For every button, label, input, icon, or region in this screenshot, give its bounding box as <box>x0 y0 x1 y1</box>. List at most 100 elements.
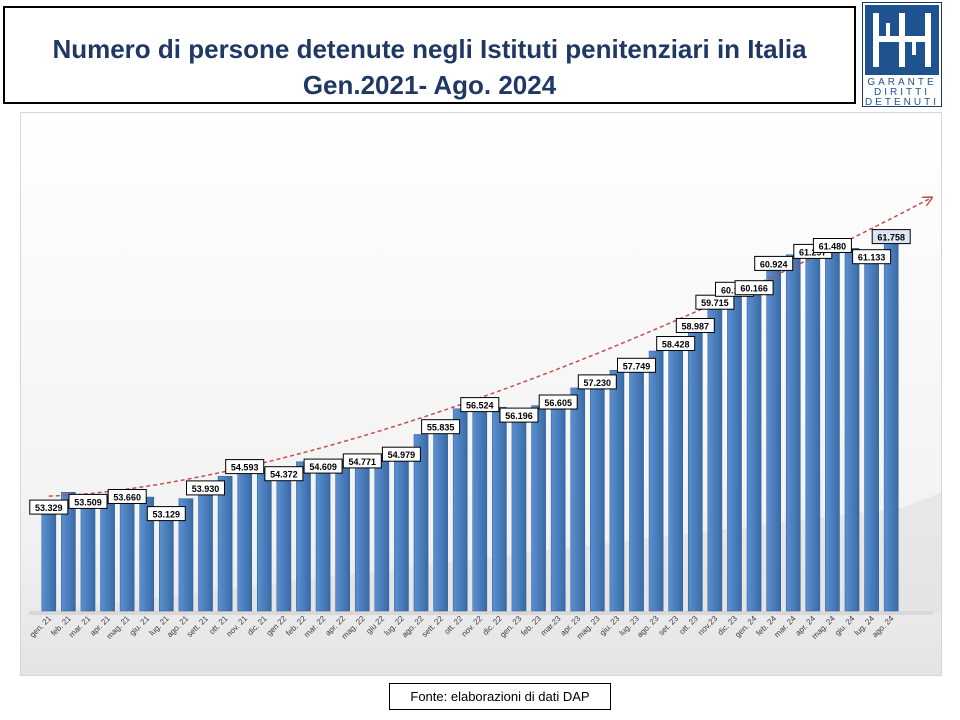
data-label-box <box>695 294 735 310</box>
logo-text-line1: GARANTE <box>867 77 937 88</box>
bar <box>80 498 96 612</box>
bar <box>648 350 664 612</box>
bar <box>609 370 625 612</box>
bar <box>354 457 370 612</box>
logo-text-line2: DIRITTI <box>874 87 930 98</box>
bar <box>119 493 135 612</box>
data-label-text: 54.979 <box>388 450 416 460</box>
data-label-box <box>617 357 656 373</box>
data-label-text: 55.835 <box>427 423 455 433</box>
data-label: 58.428 <box>656 336 696 351</box>
data-label-text: 54.771 <box>349 457 377 467</box>
data-label-text: 60.924 <box>760 259 788 269</box>
bar <box>883 233 899 612</box>
data-label-text: 56.524 <box>466 401 494 411</box>
data-label-box <box>812 238 852 253</box>
data-label-box <box>186 480 225 496</box>
bar <box>727 286 742 612</box>
data-label: 53.129 <box>146 506 186 522</box>
data-label-text: 53.329 <box>35 503 63 513</box>
bar <box>198 484 213 612</box>
bar <box>825 242 840 612</box>
data-label: 57.230 <box>577 374 617 390</box>
data-label-box <box>656 336 696 351</box>
bar <box>550 398 566 612</box>
chart-title: Numero di persone detenute negli Istitut… <box>52 34 807 64</box>
data-label-text: 56.196 <box>505 411 533 421</box>
data-label: 59.715 <box>695 294 735 310</box>
bar <box>511 411 527 612</box>
bar <box>531 405 546 612</box>
bar <box>139 496 155 612</box>
source-note: Fonte: elaborazioni di dati DAP <box>389 683 611 710</box>
data-label: 53.509 <box>68 493 108 509</box>
bar <box>570 387 586 612</box>
data-label-text: 56.605 <box>544 398 572 408</box>
bar-chart: 53.329 53.509 53.660 53.129 53.930 54.593 54.3… <box>21 113 941 675</box>
bar <box>41 503 57 612</box>
data-label-text: 60.116 <box>721 285 748 295</box>
garante-logo: GARANTE DIRITTI DETENUTI <box>862 2 942 108</box>
data-label-text: 58.428 <box>662 340 690 350</box>
bar <box>413 434 429 612</box>
data-label-box <box>499 407 539 423</box>
data-label: 53.930 <box>186 480 225 496</box>
data-label-text: 61.480 <box>819 242 847 252</box>
data-label-text: 61.133 <box>858 253 886 263</box>
bar <box>629 362 644 612</box>
bar <box>805 248 821 612</box>
data-label-text: 60.166 <box>740 284 768 294</box>
data-label-text: 57.230 <box>584 378 612 388</box>
data-label-text: 53.930 <box>192 484 220 494</box>
bar <box>864 253 879 612</box>
bar <box>668 340 684 612</box>
data-label: 56.605 <box>538 394 578 410</box>
data-label-box <box>538 394 578 410</box>
data-label-box <box>577 374 617 390</box>
data-label-text: 54.372 <box>270 470 298 480</box>
data-label-text: 53.509 <box>74 497 102 507</box>
data-label: 60.166 <box>734 280 774 296</box>
bar <box>237 463 253 612</box>
data-label-box <box>68 493 108 509</box>
bar <box>217 475 233 612</box>
data-label: 53.660 <box>107 489 147 504</box>
logo-mark-icon <box>865 5 939 75</box>
bar <box>256 467 272 612</box>
data-label: 54.771 <box>342 453 382 469</box>
bar <box>766 260 781 612</box>
data-label-box <box>264 466 304 482</box>
data-label: 57.749 <box>617 357 656 373</box>
data-label-text: 58.987 <box>682 322 710 332</box>
data-label-text: 54.593 <box>231 463 259 473</box>
bar <box>100 495 115 612</box>
data-label-box <box>146 506 186 522</box>
data-label-box <box>754 255 794 271</box>
bar <box>296 461 311 612</box>
data-label-box <box>381 446 421 462</box>
bar <box>315 462 331 612</box>
data-label: 60.924 <box>754 255 794 271</box>
bar <box>394 450 409 612</box>
bar <box>844 248 860 612</box>
bar <box>785 254 801 612</box>
data-label: 61.758 <box>871 229 911 245</box>
data-label-text: 53.129 <box>153 510 181 520</box>
data-label: 54.609 <box>303 458 343 474</box>
data-label: 56.524 <box>460 397 500 413</box>
bar <box>335 459 350 612</box>
data-label: 53.329 <box>29 499 69 515</box>
data-label-box <box>871 229 911 245</box>
chart-area: 53.329 53.509 53.660 53.129 53.930 54.593 54.3… <box>20 112 942 676</box>
logo-text-line3: DETENUTI <box>865 97 939 108</box>
bar <box>687 322 703 612</box>
bar <box>433 423 448 612</box>
data-label-text: 61.297 <box>799 247 827 257</box>
title-box: Numero di persone detenute negli Istitut… <box>3 6 856 104</box>
data-label-box <box>421 419 461 435</box>
data-label-box <box>734 280 774 296</box>
bar <box>492 406 507 612</box>
data-label-box <box>675 318 715 333</box>
bar <box>178 498 194 612</box>
chart-subtitle: Gen.2021- Ago. 2024 <box>302 70 557 100</box>
